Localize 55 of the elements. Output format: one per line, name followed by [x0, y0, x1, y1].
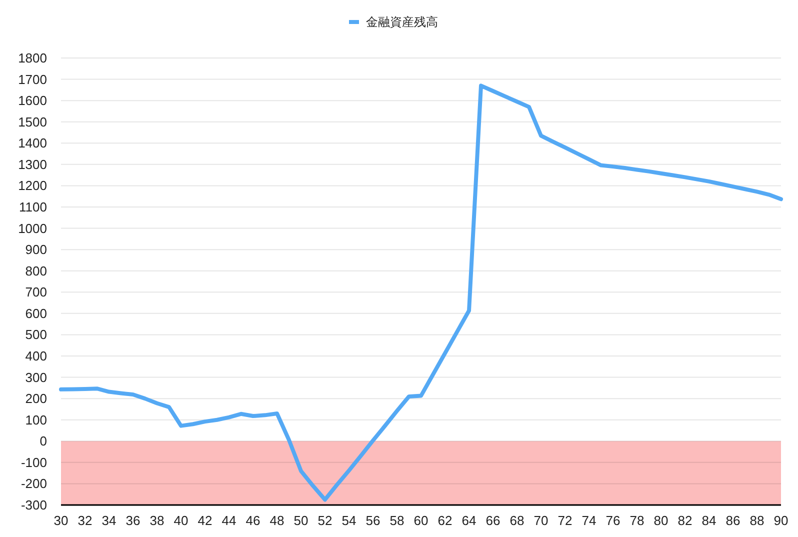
- x-tick-label: 64: [462, 513, 476, 528]
- x-tick-label: 60: [414, 513, 428, 528]
- y-tick-label: 1700: [18, 72, 47, 87]
- y-tick-label: 1000: [18, 220, 47, 236]
- x-tick-label: 36: [126, 513, 140, 528]
- y-tick-label: 500: [25, 327, 47, 342]
- x-tick-label: 78: [630, 513, 644, 528]
- x-tick-label: 84: [702, 513, 716, 528]
- x-tick-label: 56: [366, 513, 380, 528]
- y-tick-label: 400: [25, 348, 47, 364]
- x-tick-label: 88: [750, 513, 764, 528]
- x-tick-label: 74: [582, 513, 596, 528]
- x-tick-label: 44: [222, 513, 236, 528]
- y-tick-label: 900: [25, 242, 47, 258]
- y-tick-label: 1600: [18, 93, 47, 108]
- x-tick-label: 58: [390, 513, 404, 528]
- x-tick-label: 52: [318, 513, 332, 528]
- y-tick-label: 1800: [18, 50, 47, 66]
- x-tick-label: 72: [558, 513, 572, 528]
- y-tick-label: 1500: [18, 114, 47, 130]
- x-tick-label: 48: [270, 513, 284, 528]
- y-tick-label: 200: [25, 391, 47, 406]
- x-tick-label: 62: [438, 513, 452, 528]
- y-tick-label: 600: [25, 306, 47, 321]
- x-tick-label: 80: [654, 513, 668, 528]
- x-tick-label: 66: [486, 513, 500, 528]
- x-tick-label: 50: [294, 513, 308, 528]
- x-tick-label: 90: [774, 513, 788, 528]
- x-tick-label: 68: [510, 513, 524, 528]
- y-tick-label: 300: [25, 370, 47, 385]
- y-tick-label: -200: [20, 476, 47, 492]
- legend: 金融資産残高: [349, 15, 438, 29]
- x-tick-label: 32: [78, 513, 92, 528]
- y-tick-label: 1300: [18, 156, 47, 172]
- x-tick-label: 34: [102, 513, 116, 528]
- x-tick-label: 38: [150, 513, 164, 528]
- x-tick-label: 54: [342, 513, 356, 528]
- x-tick-label: 70: [534, 513, 548, 528]
- y-tick-label: 700: [25, 284, 47, 300]
- legend-label: 金融資産残高: [366, 15, 438, 29]
- x-tick-label: 86: [726, 513, 740, 528]
- x-tick-label: 30: [54, 513, 68, 528]
- y-tick-label: 800: [25, 263, 47, 278]
- x-tick-label: 40: [174, 513, 188, 528]
- y-tick-label: 100: [25, 412, 47, 428]
- y-tick-label: 0: [40, 434, 47, 449]
- y-tick-label: 1100: [19, 200, 47, 214]
- y-tick-label: 1400: [18, 136, 47, 151]
- y-tick-label: -300: [20, 498, 47, 512]
- x-tick-label: 76: [606, 513, 620, 528]
- x-tick-label: 82: [678, 513, 692, 528]
- y-tick-label: 1200: [18, 178, 47, 194]
- x-tick-label: 42: [198, 513, 212, 528]
- y-tick-label: -100: [20, 454, 47, 470]
- x-tick-label: 46: [246, 513, 260, 528]
